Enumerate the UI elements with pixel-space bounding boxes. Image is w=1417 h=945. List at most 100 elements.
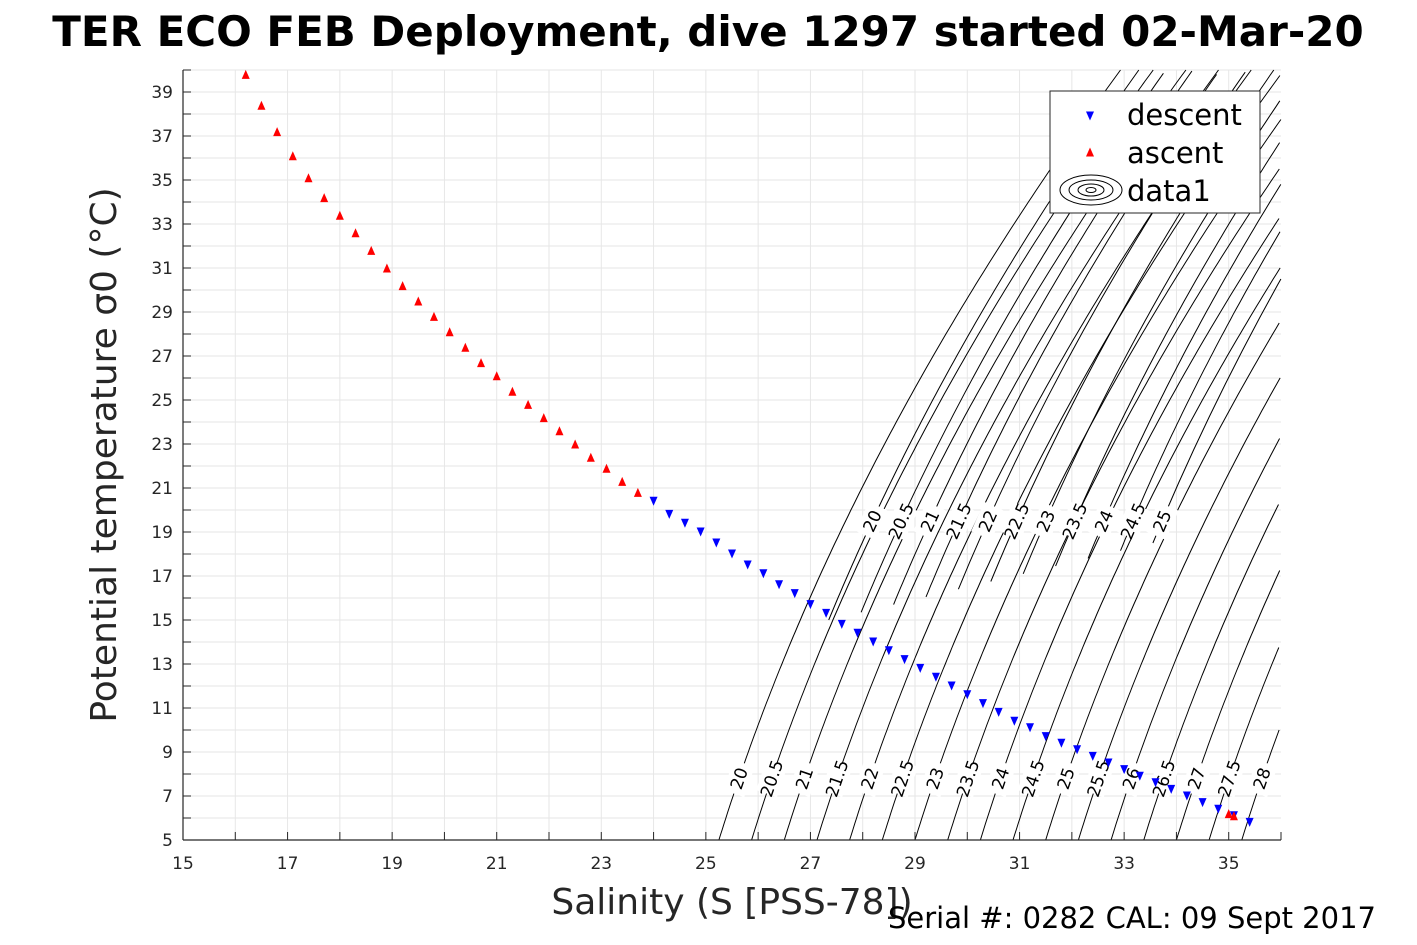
contour-label-bg — [756, 759, 788, 798]
descent-marker — [728, 549, 736, 559]
x-tick-label: 23 — [590, 854, 612, 874]
descent-marker — [931, 672, 940, 682]
descent-marker — [978, 699, 987, 709]
x-tick-label: 15 — [172, 854, 194, 874]
descent-marker — [806, 600, 815, 610]
contour-label-bg — [1000, 501, 1034, 541]
descent-marker — [1198, 798, 1207, 808]
contour-label-bg — [1213, 759, 1245, 798]
descent-marker — [1245, 817, 1254, 827]
contour-label-bg — [984, 759, 1017, 798]
descent-marker — [790, 589, 799, 599]
ascent-marker — [1229, 811, 1238, 821]
ascent-marker — [367, 245, 376, 255]
y-axis-label: Potential temperature σ0 (°C) — [84, 187, 125, 722]
upper-contour-line — [1087, 184, 1282, 559]
y-tick-label: 19 — [151, 523, 173, 543]
ascent-marker — [320, 193, 329, 203]
ascent-marker — [586, 452, 595, 462]
ascent-marker — [633, 487, 642, 497]
lower-contour-line — [1077, 377, 1281, 841]
y-tick-label: 25 — [151, 391, 173, 411]
x-axis-label: Salinity (S [PSS-78]) — [551, 882, 912, 923]
contour-label-bg — [1246, 759, 1278, 798]
legend[interactable]: descent ascent data1 — [1049, 90, 1261, 214]
ascent-marker — [618, 476, 627, 486]
y-tick-label: 27 — [151, 347, 173, 367]
ascent-marker — [382, 263, 391, 273]
legend-contour-icon — [1068, 179, 1114, 201]
y-tick-label: 15 — [151, 611, 173, 631]
y-tick-labels: 5 7 9 11 13 15 17 19 21 23 25 27 29 31 33 35 37 39 — [151, 83, 173, 851]
contour-label-bg — [788, 759, 820, 798]
serial-calibration-text: Serial #: 0282 CAL: 09 Sept 2017 — [888, 901, 1376, 935]
contour-label-bg — [1017, 759, 1049, 798]
descent-marker — [1167, 784, 1176, 794]
descent-marker — [916, 663, 925, 673]
y-tick-label: 5 — [162, 831, 173, 851]
legend-descent-marker — [1086, 111, 1094, 121]
ascent-marker — [398, 281, 407, 291]
descent-marker — [1151, 778, 1160, 788]
descent-marker — [822, 608, 831, 618]
contour-label-bg — [913, 501, 947, 541]
ascent-marker — [571, 439, 580, 449]
contour-label-bg — [855, 501, 889, 541]
descent-marker — [1182, 791, 1191, 801]
descent-marker — [963, 690, 972, 700]
x-tick-label: 17 — [277, 854, 299, 874]
ascent-marker — [555, 426, 564, 436]
y-tick-label: 9 — [162, 743, 173, 763]
legend-contour-label: data1 — [1127, 174, 1211, 208]
data-markers — [241, 69, 1254, 827]
ascent-marker — [429, 311, 438, 321]
descent-marker — [775, 580, 784, 590]
chart-title: TER ECO FEB Deployment, dive 1297 starte… — [52, 7, 1363, 56]
lower-contour-line — [1175, 570, 1281, 841]
lower-contour-line — [1012, 267, 1281, 841]
contour-label-bg — [952, 759, 984, 798]
contour-label-bg — [886, 759, 918, 798]
ascent-marker — [445, 327, 454, 337]
contour-label-bg — [723, 759, 755, 798]
contour-label-bg — [854, 759, 886, 798]
ascent-marker — [335, 210, 344, 220]
x-tick-label: 25 — [695, 854, 717, 874]
descent-marker — [680, 518, 689, 528]
contour-label-bg — [821, 759, 853, 798]
ascent-marker — [461, 342, 470, 352]
descent-marker — [1026, 723, 1035, 733]
descent-marker — [712, 538, 721, 548]
legend-contour-icon — [1059, 174, 1123, 206]
x-tick-label: 31 — [1009, 854, 1031, 874]
ascent-marker — [241, 69, 250, 79]
descent-marker — [1135, 771, 1144, 781]
descent-marker — [1057, 738, 1066, 748]
y-tick-label: 11 — [151, 699, 173, 719]
y-tick-label: 21 — [151, 479, 173, 499]
y-tick-label: 13 — [151, 655, 173, 675]
descent-marker — [869, 637, 878, 647]
descent-marker — [1010, 716, 1019, 726]
ascent-marker — [257, 100, 266, 110]
lower-contour-line — [718, 69, 1121, 841]
y-tick-label: 17 — [151, 567, 173, 587]
descent-marker — [837, 619, 846, 629]
ascent-marker — [414, 296, 423, 306]
descent-marker — [947, 681, 956, 691]
y-tick-label: 35 — [151, 171, 173, 191]
x-tick-label: 21 — [486, 854, 508, 874]
contour-label-bg — [1180, 759, 1213, 798]
x-tick-label: 29 — [904, 854, 926, 874]
ascent-marker — [602, 463, 611, 473]
legend-contour-icon — [1077, 183, 1105, 197]
ascent-marker — [477, 358, 486, 368]
ascent-marker — [1224, 809, 1233, 819]
descent-marker — [1120, 765, 1129, 775]
contour-label-bg — [884, 501, 918, 541]
y-tick-label: 31 — [151, 259, 173, 279]
descent-marker — [994, 707, 1003, 717]
contour-label-bg — [1050, 759, 1082, 798]
ascent-marker — [288, 151, 297, 161]
legend-box — [1049, 90, 1261, 214]
